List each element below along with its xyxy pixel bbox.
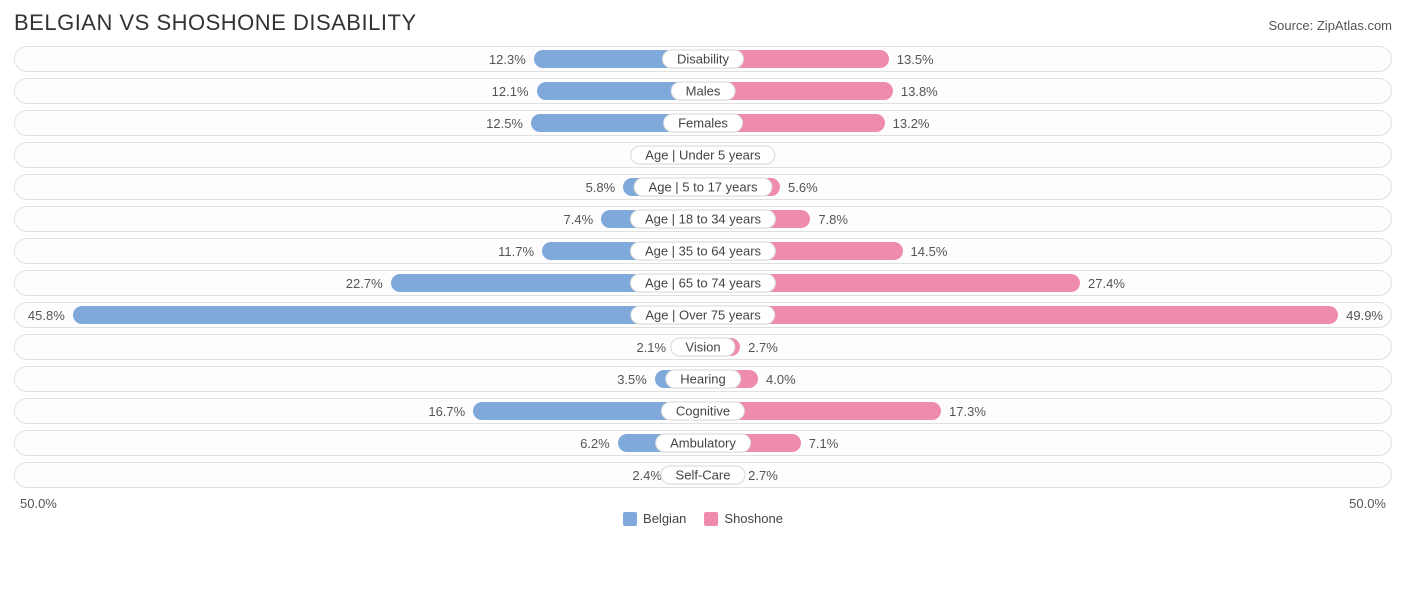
category-label: Age | Over 75 years — [630, 306, 775, 325]
track-left: 5.8% — [15, 175, 703, 199]
value-right: 13.8% — [893, 84, 946, 99]
value-left: 22.7% — [338, 276, 391, 291]
value-right: 7.1% — [801, 436, 847, 451]
value-left: 7.4% — [556, 212, 602, 227]
chart-row: 12.1% 13.8% Males — [14, 78, 1392, 104]
chart-title: BELGIAN VS SHOSHONE DISABILITY — [14, 10, 417, 36]
track-left: 1.4% — [15, 143, 703, 167]
track-left: 12.1% — [15, 79, 703, 103]
chart-row: 6.2% 7.1% Ambulatory — [14, 430, 1392, 456]
value-left: 6.2% — [572, 436, 618, 451]
chart-row: 22.7% 27.4% Age | 65 to 74 years — [14, 270, 1392, 296]
chart-row: 12.3% 13.5% Disability — [14, 46, 1392, 72]
value-right: 17.3% — [941, 404, 994, 419]
category-label: Age | 18 to 34 years — [630, 210, 776, 229]
chart-row: 7.4% 7.8% Age | 18 to 34 years — [14, 206, 1392, 232]
track-left: 12.5% — [15, 111, 703, 135]
track-left: 7.4% — [15, 207, 703, 231]
axis-max-right: 50.0% — [1349, 496, 1386, 511]
value-left: 12.1% — [484, 84, 537, 99]
category-label: Self-Care — [661, 466, 746, 485]
bar-left — [73, 306, 703, 324]
value-left: 11.7% — [490, 244, 542, 259]
value-left: 3.5% — [609, 372, 655, 387]
track-left: 6.2% — [15, 431, 703, 455]
track-left: 2.4% — [15, 463, 703, 487]
legend-swatch-left — [623, 512, 637, 526]
value-left: 16.7% — [420, 404, 473, 419]
track-right: 27.4% — [703, 271, 1391, 295]
track-left: 16.7% — [15, 399, 703, 423]
category-label: Hearing — [665, 370, 741, 389]
value-left: 2.1% — [628, 340, 674, 355]
track-right: 13.2% — [703, 111, 1391, 135]
category-label: Age | 5 to 17 years — [634, 178, 773, 197]
track-right: 7.8% — [703, 207, 1391, 231]
track-left: 45.8% — [15, 303, 703, 327]
track-right: 13.8% — [703, 79, 1391, 103]
bar-right — [703, 306, 1338, 324]
axis-max-left: 50.0% — [20, 496, 57, 511]
track-right: 13.5% — [703, 47, 1391, 71]
track-left: 3.5% — [15, 367, 703, 391]
track-right: 17.3% — [703, 399, 1391, 423]
track-right: 49.9% — [703, 303, 1391, 327]
chart-row: 45.8% 49.9% Age | Over 75 years — [14, 302, 1392, 328]
value-right: 5.6% — [780, 180, 826, 195]
track-right: 5.6% — [703, 175, 1391, 199]
legend-item-left: Belgian — [623, 511, 686, 526]
value-left: 12.3% — [481, 52, 534, 67]
chart-row: 2.4% 2.7%Self-Care — [14, 462, 1392, 488]
chart-row: 1.4%1.6%Age | Under 5 years — [14, 142, 1392, 168]
diverging-bar-chart: 12.3% 13.5% Disability 12.1% 13.8% Males 12.5%… — [14, 46, 1392, 488]
chart-row: 5.8% 5.6% Age | 5 to 17 years — [14, 174, 1392, 200]
category-label: Cognitive — [661, 402, 745, 421]
track-left: 2.1% — [15, 335, 703, 359]
category-label: Disability — [662, 50, 744, 69]
legend-label-left: Belgian — [643, 511, 686, 526]
chart-row: 11.7% 14.5% Age | 35 to 64 years — [14, 238, 1392, 264]
chart-source: Source: ZipAtlas.com — [1268, 18, 1392, 33]
track-right: 2.7% — [703, 463, 1391, 487]
track-right: 2.7% — [703, 335, 1391, 359]
category-label: Age | 35 to 64 years — [630, 242, 776, 261]
category-label: Age | 65 to 74 years — [630, 274, 776, 293]
category-label: Ambulatory — [655, 434, 751, 453]
chart-footer: 50.0% 50.0% Belgian Shoshone — [14, 494, 1392, 514]
value-right: 2.7% — [740, 340, 786, 355]
track-right: 4.0% — [703, 367, 1391, 391]
value-right: 7.8% — [810, 212, 856, 227]
value-right: 4.0% — [758, 372, 804, 387]
track-right: 7.1% — [703, 431, 1391, 455]
value-right: 27.4% — [1080, 276, 1133, 291]
legend-swatch-right — [704, 512, 718, 526]
value-left: 45.8% — [20, 308, 73, 323]
category-label: Females — [663, 114, 743, 133]
value-left: 5.8% — [578, 180, 624, 195]
chart-header: BELGIAN VS SHOSHONE DISABILITY Source: Z… — [14, 10, 1392, 36]
value-right: 49.9% — [1338, 308, 1391, 323]
chart-row: 12.5% 13.2% Females — [14, 110, 1392, 136]
axis-labels: 50.0% 50.0% — [14, 494, 1392, 511]
value-right: 13.2% — [885, 116, 938, 131]
track-right: 14.5% — [703, 239, 1391, 263]
legend-item-right: Shoshone — [704, 511, 783, 526]
track-left: 12.3% — [15, 47, 703, 71]
category-label: Males — [671, 82, 736, 101]
category-label: Age | Under 5 years — [630, 146, 775, 165]
track-right: 1.6% — [703, 143, 1391, 167]
chart-row: 2.1% 2.7% Vision — [14, 334, 1392, 360]
value-right: 13.5% — [889, 52, 942, 67]
track-left: 11.7% — [15, 239, 703, 263]
value-left: 12.5% — [478, 116, 531, 131]
chart-row: 3.5% 4.0% Hearing — [14, 366, 1392, 392]
value-right: 2.7% — [740, 468, 786, 483]
track-left: 22.7% — [15, 271, 703, 295]
legend: Belgian Shoshone — [623, 511, 783, 526]
category-label: Vision — [670, 338, 735, 357]
value-right: 14.5% — [903, 244, 956, 259]
chart-row: 16.7% 17.3% Cognitive — [14, 398, 1392, 424]
legend-label-right: Shoshone — [724, 511, 783, 526]
